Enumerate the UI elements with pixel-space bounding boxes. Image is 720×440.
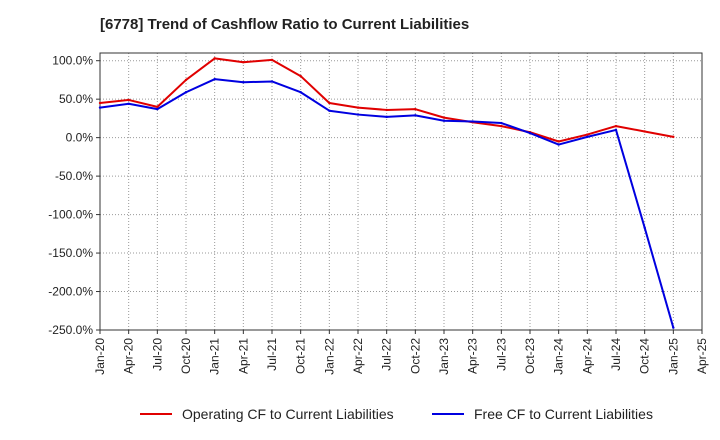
series-2-point	[471, 120, 474, 123]
x-tick-label: Apr-25	[695, 338, 709, 374]
series-2-point	[299, 91, 302, 94]
series-2-point	[328, 109, 331, 112]
series-1-point	[442, 116, 446, 119]
x-tick-label: Jan-21	[208, 338, 222, 375]
series-2-point	[672, 326, 675, 329]
x-tick-label: Apr-22	[351, 338, 365, 374]
x-tick-label: Apr-21	[236, 338, 250, 374]
series-2-point	[500, 121, 503, 125]
y-tick-label: -50.0%	[55, 169, 93, 183]
series-2-point	[98, 106, 102, 109]
y-tick-label: -100.0%	[48, 208, 93, 222]
x-tick-label: Oct-24	[638, 338, 652, 374]
series-1-point	[672, 135, 675, 139]
x-tick-label: Apr-23	[466, 338, 480, 374]
series-1-point	[586, 133, 589, 136]
x-tick-label: Jan-22	[322, 338, 336, 375]
series-2-point	[242, 81, 245, 84]
series-1-point	[385, 108, 388, 112]
series-2-point	[643, 226, 646, 229]
series-1-point	[270, 58, 274, 62]
x-tick-label: Oct-22	[408, 338, 422, 374]
series-2-point	[557, 143, 560, 146]
x-tick-label: Jan-20	[93, 338, 107, 375]
series-1-point	[127, 98, 130, 102]
series-2-point	[270, 80, 274, 83]
series-2-point	[156, 107, 159, 111]
series-1-point	[98, 101, 102, 105]
series-1-point	[500, 124, 503, 128]
x-tick-label: Jan-24	[552, 338, 566, 375]
series-1-point	[242, 61, 245, 64]
series-2-point	[385, 115, 388, 119]
series-2-point	[213, 77, 216, 81]
series-1-point	[184, 78, 188, 82]
series-1-point	[299, 74, 302, 78]
y-tick-label: -250.0%	[48, 323, 93, 337]
series-1-point	[328, 101, 331, 105]
series-2-point	[356, 113, 360, 116]
series-1-point	[557, 140, 560, 143]
x-tick-label: Oct-23	[523, 338, 537, 374]
series-1-point	[643, 130, 646, 133]
series-2-point	[614, 128, 618, 132]
series-2-point	[442, 119, 446, 122]
legend-label-2: Free CF to Current Liabilities	[474, 406, 653, 422]
x-tick-label: Jul-22	[380, 338, 394, 371]
x-tick-label: Jan-23	[437, 338, 451, 375]
series-1-point	[356, 106, 360, 109]
legend-label-1: Operating CF to Current Liabilities	[182, 406, 394, 422]
y-tick-label: 50.0%	[59, 92, 93, 106]
y-tick-label: 0.0%	[66, 131, 94, 145]
series-2-point	[528, 131, 532, 135]
chart-title: [6778] Trend of Cashflow Ratio to Curren…	[100, 16, 470, 33]
series-1-point	[156, 105, 159, 109]
y-tick-label: -200.0%	[48, 285, 93, 299]
x-tick-label: Jul-21	[265, 338, 279, 371]
x-tick-label: Jul-24	[609, 338, 623, 371]
series-2-point	[414, 114, 417, 117]
x-tick-label: Oct-20	[179, 338, 193, 374]
series-1-point	[213, 57, 216, 60]
x-tick-label: Jul-20	[150, 338, 164, 371]
series-line-1	[99, 57, 674, 143]
series-1-point	[614, 124, 618, 128]
y-tick-label: 100.0%	[52, 54, 93, 68]
series-2-point	[127, 102, 130, 105]
series-1-point	[414, 107, 417, 111]
y-tick-label: -150.0%	[48, 246, 93, 260]
x-tick-label: Jul-23	[494, 338, 508, 371]
series-2-point	[586, 135, 589, 139]
series-2-point	[184, 91, 188, 94]
x-tick-label: Apr-24	[580, 338, 594, 374]
x-tick-label: Jan-25	[666, 338, 680, 375]
x-tick-label: Apr-20	[122, 338, 136, 374]
plot-frame	[99, 52, 703, 331]
x-tick-label: Oct-21	[294, 338, 308, 374]
